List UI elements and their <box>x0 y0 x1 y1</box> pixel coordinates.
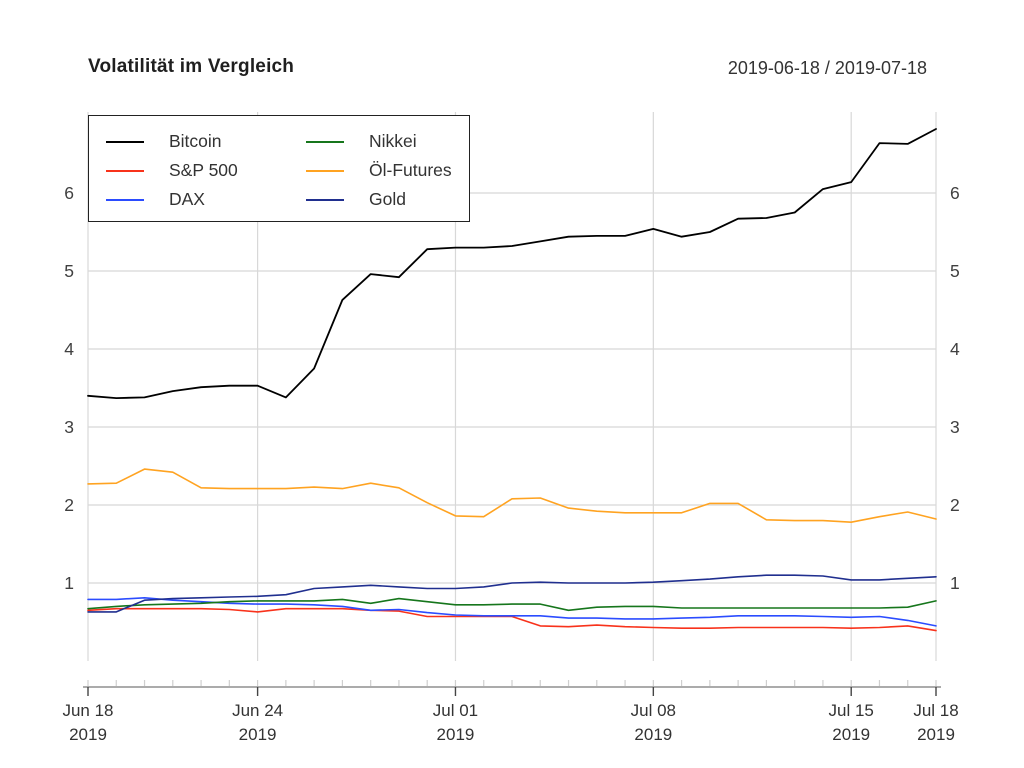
legend-label-dax: DAX <box>169 189 205 209</box>
legend-line-sample-s-p-500 <box>106 169 144 172</box>
legend-item-dax: DAX <box>106 185 306 214</box>
y-tick-label-right-3: 3 <box>950 417 960 437</box>
legend-label-s-p-500: S&P 500 <box>169 160 238 180</box>
x-tick-label-jun-18: Jun 18 <box>62 701 113 720</box>
date-range-label: 2019-06-18 / 2019-07-18 <box>727 58 927 78</box>
x-tick-label-jul-08: Jul 08 <box>631 701 676 720</box>
y-tick-label-right-4: 4 <box>950 339 960 359</box>
legend-column-2: Nikkei Öl-Futures Gold <box>306 127 469 221</box>
legend-item-bitcoin: Bitcoin <box>106 127 306 156</box>
y-tick-label-left-1: 1 <box>64 573 74 593</box>
legend-label-nikkei: Nikkei <box>369 131 417 151</box>
x-tick-label-jun-24: Jun 24 <box>232 701 283 720</box>
y-tick-label-left-6: 6 <box>64 183 74 203</box>
x-tick-year-jun-24: 2019 <box>239 725 277 744</box>
x-tick-year-jun-18: 2019 <box>69 725 107 744</box>
legend-item-l-futures: Öl-Futures <box>306 156 469 185</box>
legend-line-sample-dax <box>106 198 144 201</box>
x-tick-year-jul-01: 2019 <box>437 725 475 744</box>
y-tick-label-left-3: 3 <box>64 417 74 437</box>
series-line-bitcoin <box>87 128 937 400</box>
y-tick-label-left-2: 2 <box>64 495 74 515</box>
y-tick-label-right-1: 1 <box>950 573 960 593</box>
legend-box: Bitcoin S&P 500 DAX Nikkei Öl-Futures Gold <box>88 115 470 222</box>
legend-line-sample-gold <box>306 198 344 201</box>
series-line-s-p-500 <box>87 607 937 632</box>
x-tick-year-jul-15: 2019 <box>832 725 870 744</box>
series-line-gold <box>87 574 937 613</box>
chart-title: Volatilität im Vergleich <box>88 56 295 77</box>
x-tick-year-jul-18: 2019 <box>917 725 955 744</box>
legend-column-1: Bitcoin S&P 500 DAX <box>89 127 306 221</box>
legend-line-sample-l-futures <box>306 169 344 172</box>
series-line-dax <box>87 596 937 627</box>
y-tick-label-left-4: 4 <box>64 339 74 359</box>
legend-line-sample-nikkei <box>306 140 344 143</box>
legend-item-gold: Gold <box>306 185 469 214</box>
legend-label-l-futures: Öl-Futures <box>369 160 452 180</box>
legend-item-s-p-500: S&P 500 <box>106 156 306 185</box>
legend-label-gold: Gold <box>369 189 406 209</box>
x-tick-label-jul-15: Jul 15 <box>829 701 874 720</box>
x-tick-label-jul-18: Jul 18 <box>913 701 958 720</box>
y-tick-label-right-5: 5 <box>950 261 960 281</box>
y-tick-label-right-2: 2 <box>950 495 960 515</box>
x-tick-year-jul-08: 2019 <box>634 725 672 744</box>
y-tick-label-right-6: 6 <box>950 183 960 203</box>
legend-line-sample-bitcoin <box>106 140 144 143</box>
series-line-l-futures <box>87 468 937 524</box>
series-line-nikkei <box>87 597 937 612</box>
legend-item-nikkei: Nikkei <box>306 127 469 156</box>
x-tick-label-jul-01: Jul 01 <box>433 701 478 720</box>
y-tick-label-left-5: 5 <box>64 261 74 281</box>
legend-label-bitcoin: Bitcoin <box>169 131 222 151</box>
